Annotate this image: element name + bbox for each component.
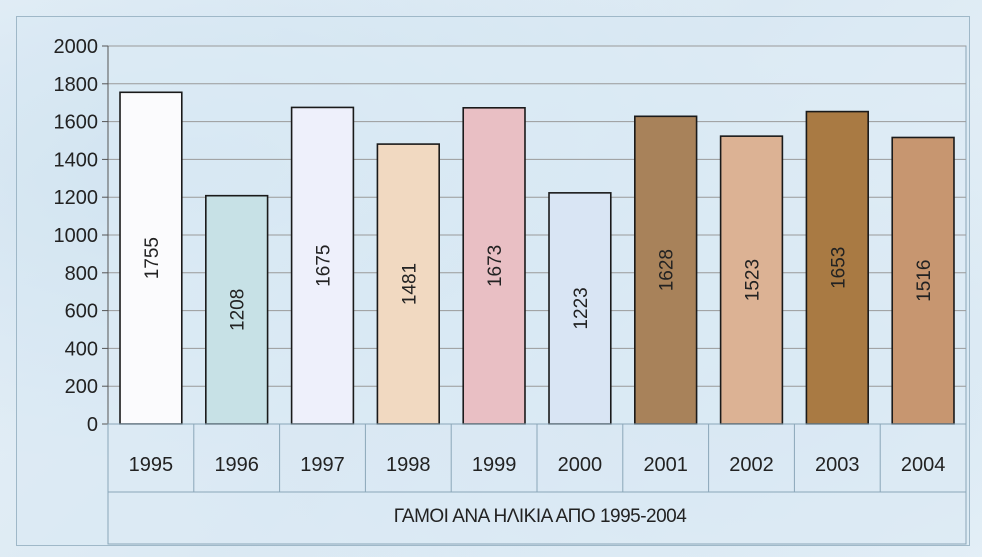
- category-label: 2004: [901, 454, 946, 476]
- x-axis-title: ΓΑΜΟΙ ΑΝΑ ΗΛΙΚΙΑ ΑΠΟ 1995-2004: [394, 506, 688, 527]
- y-tick-label: 0: [87, 414, 98, 436]
- bar: [634, 115, 698, 425]
- bar: [891, 136, 955, 425]
- bars: [119, 91, 955, 425]
- bar-value-label: 1673: [485, 245, 506, 287]
- bar: [462, 107, 526, 425]
- y-tick-label: 2000: [54, 36, 99, 58]
- bar-value-label: 1653: [828, 247, 849, 289]
- bar-value-label: 1628: [657, 249, 678, 291]
- category-label: 1995: [129, 454, 174, 476]
- y-tick-label: 1200: [54, 187, 99, 209]
- bar-value-label: 1523: [743, 259, 764, 301]
- bar: [290, 106, 355, 425]
- bar-value-label: 1481: [399, 263, 420, 305]
- bar-value-label: 1516: [914, 260, 935, 302]
- y-tick-label: 400: [65, 338, 98, 360]
- bar: [719, 135, 784, 425]
- bar: [205, 194, 269, 425]
- category-label: 2003: [815, 454, 860, 476]
- bar-value-label: 1675: [314, 245, 335, 287]
- y-tick-label: 1400: [54, 149, 99, 171]
- category-label: 1999: [472, 454, 517, 476]
- category-table: 1995 1996 1997 1998 1999 2000 2001 2002 2003 2004: [107, 423, 967, 545]
- y-tick-label: 200: [65, 376, 98, 398]
- data-labels: 1755 1208 1675 1481 1673 1223 1628 1523 1653 1516: [142, 237, 935, 331]
- category-label: 1998: [386, 454, 431, 476]
- bar: [376, 143, 440, 425]
- bar: [548, 192, 612, 425]
- category-label: 2000: [558, 454, 603, 476]
- y-axis: 0 200 400 600 800 1000 1200 1400 1600 1800 2000: [54, 36, 109, 436]
- category-label: 2002: [729, 454, 774, 476]
- y-tick-label: 1600: [54, 112, 99, 134]
- y-tick-label: 800: [65, 263, 98, 285]
- bar: [805, 110, 869, 425]
- bar-value-label: 1755: [142, 237, 163, 279]
- y-tick-label: 1800: [54, 74, 99, 96]
- category-label: 1996: [214, 454, 259, 476]
- y-tick-label: 600: [65, 301, 98, 323]
- y-tick-label: 1000: [54, 225, 99, 247]
- category-label: 2001: [643, 454, 688, 476]
- category-label: 1997: [300, 454, 345, 476]
- bar-value-label: 1223: [571, 287, 592, 329]
- bar: [119, 91, 183, 425]
- bar-value-label: 1208: [228, 289, 249, 331]
